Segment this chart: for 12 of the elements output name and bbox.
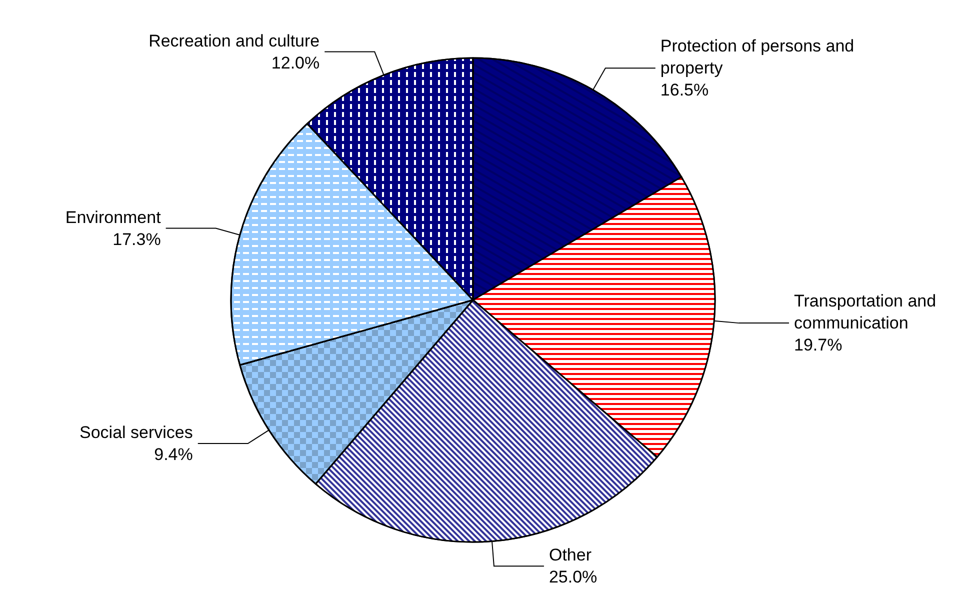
data-label: 25.0%	[548, 568, 598, 587]
data-label: 16.5%	[660, 80, 709, 100]
slice-label: Recreation and culture	[148, 31, 320, 50]
data-label: 9.4%	[154, 445, 193, 464]
data-label: 19.7%	[794, 336, 842, 355]
slice-label: Transportation and communication	[794, 292, 941, 333]
slice-label: Other	[548, 546, 592, 565]
slice-label: Environment	[65, 208, 162, 227]
data-label: 12.0%	[271, 53, 320, 72]
slice-label: Social services	[79, 423, 193, 442]
slice-label: Protection of persons and property	[660, 36, 859, 78]
data-label: 17.3%	[112, 230, 161, 249]
